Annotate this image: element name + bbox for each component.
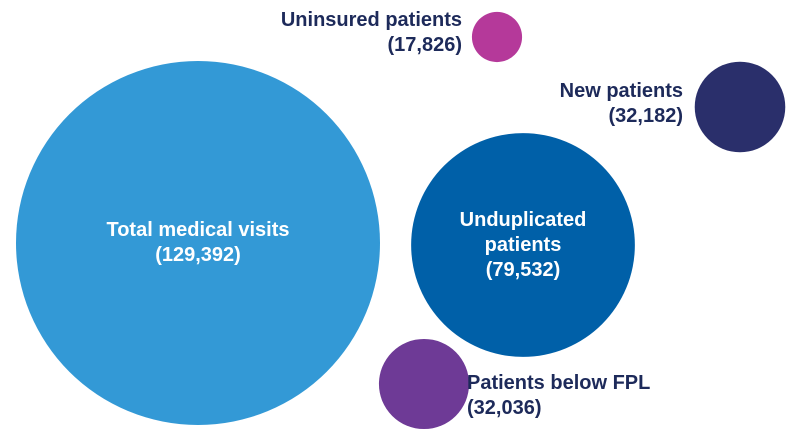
bubble-name: Total medical visits bbox=[106, 219, 290, 241]
bubble-label: Patients below FPL (32,036) bbox=[467, 371, 650, 421]
bubble-value: (129,392) bbox=[155, 244, 241, 266]
bubble bbox=[694, 61, 786, 153]
bubble-name: Unduplicated patients bbox=[459, 208, 587, 256]
bubble bbox=[16, 61, 380, 425]
bubble bbox=[471, 11, 523, 63]
bubble-name: Uninsured patients bbox=[280, 9, 462, 31]
bubble-value: (17,826) bbox=[387, 34, 463, 56]
bubble bbox=[378, 338, 470, 430]
bubble-name: Patients below FPL bbox=[467, 372, 651, 394]
bubble bbox=[411, 133, 635, 357]
bubble-label: New patients (32,182) bbox=[560, 79, 683, 129]
bubble-name: New patients bbox=[559, 80, 683, 102]
bubble-value: (32,036) bbox=[467, 397, 542, 419]
bubble-label: Total medical visits (129,392) bbox=[48, 218, 348, 268]
bubble-label: Unduplicated patients (79,532) bbox=[428, 208, 618, 283]
bubble-label: Uninsured patients (17,826) bbox=[281, 8, 462, 58]
bubble-value: (32,182) bbox=[608, 105, 684, 127]
bubble-value: (79,532) bbox=[485, 258, 561, 281]
